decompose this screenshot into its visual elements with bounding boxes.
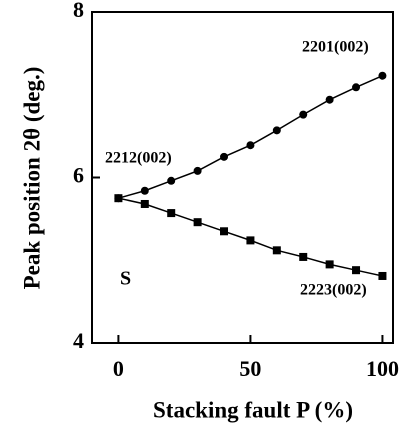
y-tick-label: 4: [73, 328, 84, 353]
x-tick-label: 50: [239, 356, 261, 381]
y-axis-label: Peak position 2θ (deg.): [19, 67, 44, 290]
marker: [352, 266, 361, 275]
series-line: [118, 75, 383, 199]
marker: [352, 83, 361, 92]
marker: [246, 141, 255, 150]
marker: [299, 252, 308, 261]
annotation: S: [120, 268, 131, 290]
marker: [220, 227, 229, 236]
marker: [167, 209, 176, 218]
x-axis-label: Stacking fault P (%): [153, 397, 353, 422]
series-label: 2201(002): [302, 39, 369, 56]
series-label: 2223(002): [300, 282, 367, 299]
marker: [378, 271, 387, 280]
x-tick-label: 0: [113, 356, 124, 381]
annotation: 2212(002): [105, 150, 172, 167]
y-tick-label: 6: [73, 163, 84, 188]
marker: [167, 176, 176, 185]
marker: [325, 95, 334, 104]
marker: [220, 152, 229, 161]
x-tick-label: 100: [366, 356, 399, 381]
marker: [299, 110, 308, 119]
marker: [378, 71, 387, 80]
y-tick-label: 8: [73, 0, 84, 22]
marker: [140, 186, 149, 195]
marker: [193, 218, 202, 227]
marker: [246, 236, 255, 245]
marker: [114, 194, 123, 203]
marker: [140, 199, 149, 208]
marker: [272, 246, 281, 255]
marker: [193, 166, 202, 175]
marker: [325, 260, 334, 269]
marker: [272, 126, 281, 135]
